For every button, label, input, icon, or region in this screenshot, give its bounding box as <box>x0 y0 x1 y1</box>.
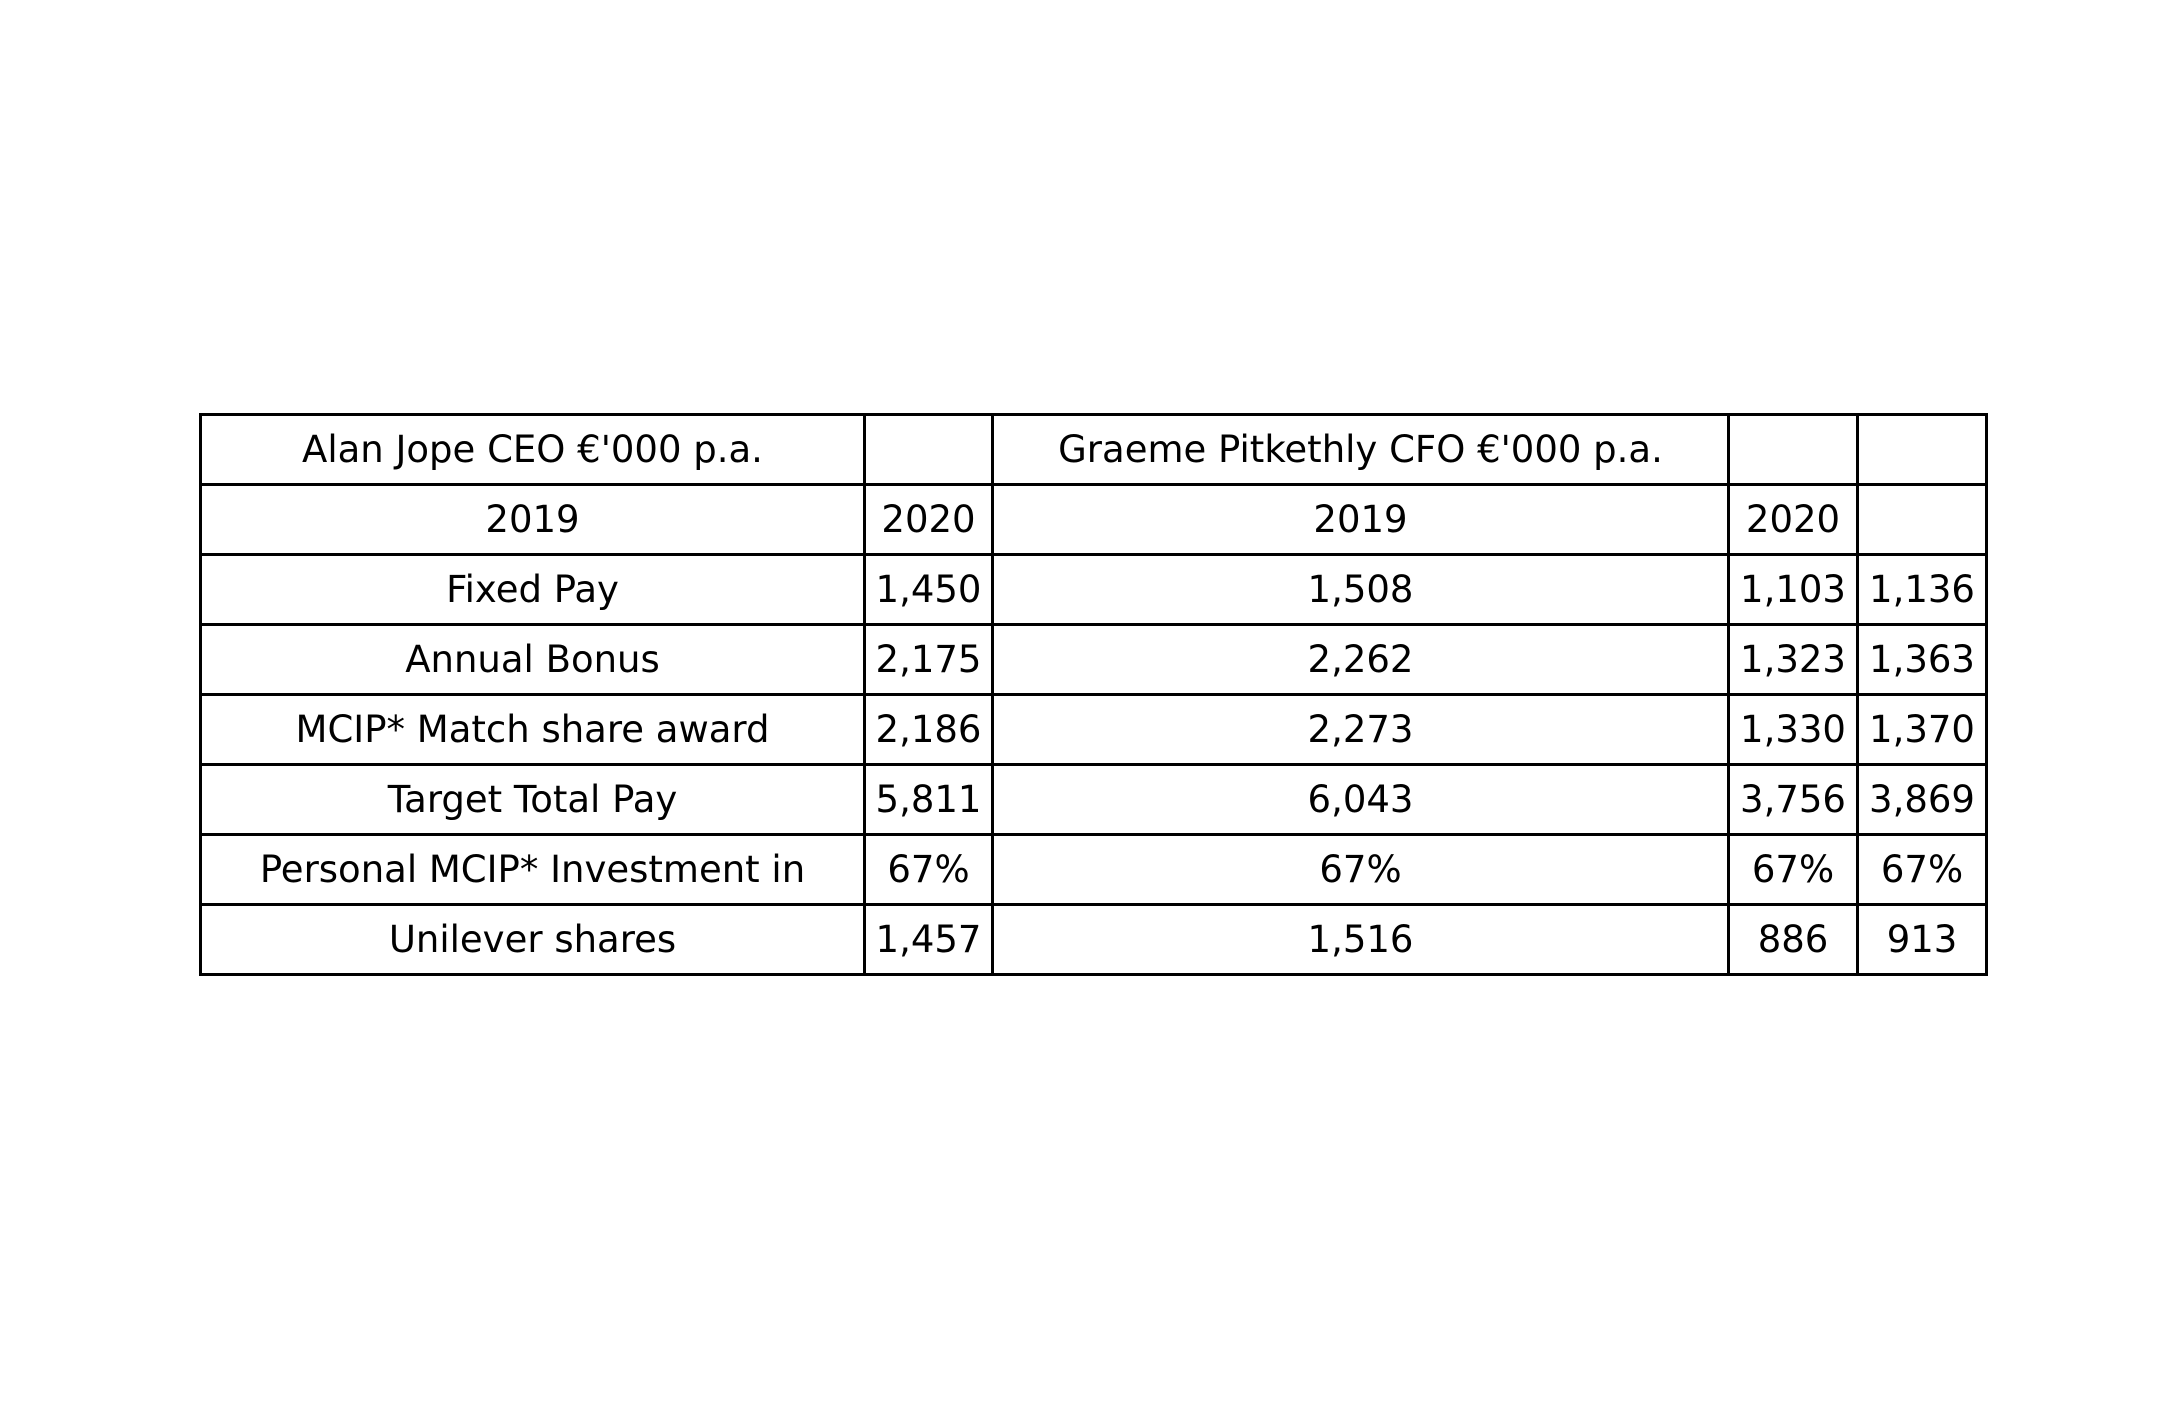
table-cell: 2,262 <box>991 623 1730 696</box>
table-cell: 1,457 <box>863 903 994 976</box>
table-row-header-years: 2019 2020 2019 2020 <box>199 483 1988 556</box>
table-cell: Personal MCIP* Investment in <box>199 833 866 906</box>
table-cell: 2020 <box>863 483 994 556</box>
table-row: MCIP* Match share award 2,186 2,273 1,33… <box>199 693 1988 766</box>
table-cell: 5,811 <box>863 763 994 836</box>
table-cell: 67% <box>863 833 994 906</box>
table-cell: 1,363 <box>1856 623 1988 696</box>
table-cell: MCIP* Match share award <box>199 693 866 766</box>
table-cell: 3,756 <box>1727 763 1859 836</box>
table-cell <box>1727 413 1859 486</box>
table-cell: Annual Bonus <box>199 623 866 696</box>
compensation-table: Alan Jope CEO €'000 p.a. Graeme Pitkethl… <box>199 413 1988 976</box>
table-cell: 1,370 <box>1856 693 1988 766</box>
table-cell: Alan Jope CEO €'000 p.a. <box>199 413 866 486</box>
table-cell: 1,136 <box>1856 553 1988 626</box>
table-row: Fixed Pay 1,450 1,508 1,103 1,136 <box>199 553 1988 626</box>
table-cell: 886 <box>1727 903 1859 976</box>
table-cell <box>1856 413 1988 486</box>
table-cell: 3,869 <box>1856 763 1988 836</box>
compensation-table-container: Alan Jope CEO €'000 p.a. Graeme Pitkethl… <box>199 413 1988 976</box>
table-cell: 1,450 <box>863 553 994 626</box>
table-row-header-names: Alan Jope CEO €'000 p.a. Graeme Pitkethl… <box>199 413 1988 486</box>
table-cell: Target Total Pay <box>199 763 866 836</box>
table-cell: 1,103 <box>1727 553 1859 626</box>
table-cell <box>1856 483 1988 556</box>
table-cell: 6,043 <box>991 763 1730 836</box>
table-cell <box>863 413 994 486</box>
table-cell: 1,516 <box>991 903 1730 976</box>
table-row: Unilever shares 1,457 1,516 886 913 <box>199 903 1988 976</box>
table-row: Annual Bonus 2,175 2,262 1,323 1,363 <box>199 623 1988 696</box>
table-cell: 67% <box>1727 833 1859 906</box>
table-cell: 67% <box>991 833 1730 906</box>
table-cell: 67% <box>1856 833 1988 906</box>
table-cell: 2,175 <box>863 623 994 696</box>
table-row: Target Total Pay 5,811 6,043 3,756 3,869 <box>199 763 1988 836</box>
table-cell: 2020 <box>1727 483 1859 556</box>
table-cell: 2019 <box>199 483 866 556</box>
table-cell: 1,323 <box>1727 623 1859 696</box>
table-cell: 1,330 <box>1727 693 1859 766</box>
table-cell: 913 <box>1856 903 1988 976</box>
table-cell: Unilever shares <box>199 903 866 976</box>
table-cell: Graeme Pitkethly CFO €'000 p.a. <box>991 413 1730 486</box>
table-cell: Fixed Pay <box>199 553 866 626</box>
table-cell: 2019 <box>991 483 1730 556</box>
table-row: Personal MCIP* Investment in 67% 67% 67%… <box>199 833 1988 906</box>
table-cell: 2,186 <box>863 693 994 766</box>
table-cell: 2,273 <box>991 693 1730 766</box>
table-cell: 1,508 <box>991 553 1730 626</box>
